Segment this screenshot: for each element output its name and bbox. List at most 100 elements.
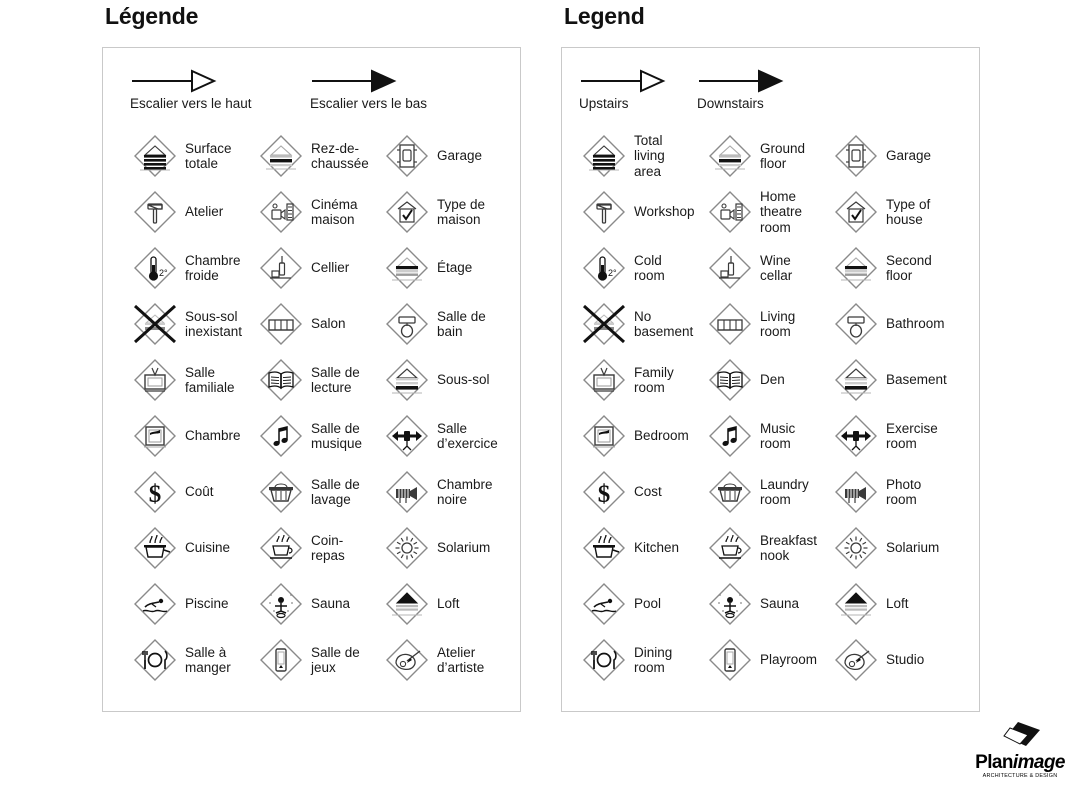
legend-item-label: Solarium (886, 540, 940, 556)
legend-item-label: Salle de lavage (311, 476, 360, 507)
stairs-label: Escalier vers le bas (310, 96, 428, 111)
living-room-sofa-icon (258, 301, 304, 347)
total-living-area-icon (132, 133, 178, 179)
legend-item-label: Cost (634, 484, 662, 500)
legend-item: Exercise room (833, 408, 973, 464)
legend-item: Bedroom (581, 408, 711, 464)
legend-item: Dining room (581, 632, 711, 688)
legend-item: $ Coût (132, 464, 262, 520)
stairs-label: Upstairs (579, 96, 629, 111)
cold-room-thermometer-icon: 2° (581, 245, 627, 291)
legend-item-label: Chambre froide (185, 252, 241, 283)
legend-item: Coin- repas (258, 520, 388, 576)
playroom-icon (707, 637, 753, 683)
legend-item: Piscine (132, 576, 262, 632)
legend-item-label: Total living area (634, 133, 665, 179)
legend-item-label: Second floor (886, 252, 932, 283)
arrow-outline-icon (579, 68, 669, 94)
legend-item: Loft (833, 576, 973, 632)
legend-item-label: Kitchen (634, 540, 680, 556)
legend-item: 2° Chambre froide (132, 240, 262, 296)
arrow-filled-icon (310, 68, 400, 94)
legend-item: Family room (581, 352, 711, 408)
breakfast-nook-cup-icon (707, 525, 753, 571)
legend-item: Garage (384, 128, 524, 184)
family-room-tv-icon (581, 357, 627, 403)
legend-item-label: Salle de jeux (311, 644, 360, 675)
legend-item-label: Ground floor (760, 140, 806, 171)
legend-item-label: Sauna (760, 596, 800, 612)
second-floor-icon (384, 245, 430, 291)
den-book-icon (258, 357, 304, 403)
legend-item-label: Chambre (185, 428, 241, 444)
legend-item-label: Salle familiale (185, 364, 235, 395)
solarium-sun-icon (833, 525, 879, 571)
cost-dollar-icon: $ (581, 469, 627, 515)
cost-dollar-icon: $ (132, 469, 178, 515)
legend-item-label: Exercise room (886, 420, 938, 451)
legend-item: Type de maison (384, 184, 524, 240)
legend-item: Sous-sol inexistant (132, 296, 262, 352)
svg-text:$: $ (149, 481, 162, 508)
workshop-hammer-icon (581, 189, 627, 235)
legend-item-label: Chambre noire (437, 476, 493, 507)
music-room-note-icon (258, 413, 304, 459)
legend-item: Sauna (707, 576, 837, 632)
legend-item-label: Étage (437, 260, 473, 276)
legend-item-label: Photo room (886, 476, 922, 507)
svg-text:$: $ (598, 481, 611, 508)
photo-room-camera-icon (833, 469, 879, 515)
arrow-filled-icon (697, 68, 787, 94)
panel-title-en: Legend (564, 3, 645, 29)
legend-item-label: Rez-de- chaussée (311, 140, 369, 171)
legend-item: Photo room (833, 464, 973, 520)
breakfast-nook-cup-icon (258, 525, 304, 571)
photo-room-camera-icon (384, 469, 430, 515)
bedroom-icon (132, 413, 178, 459)
solarium-sun-icon (384, 525, 430, 571)
logo-tagline: ARCHITECTURE & DESIGN (982, 773, 1058, 779)
legend-item-label: Atelier (185, 204, 224, 220)
stairs-up-fr: Escalier vers le haut (130, 68, 252, 111)
legend-item-label: Sous-sol inexistant (185, 308, 243, 339)
legend-item: Sauna (258, 576, 388, 632)
wine-cellar-icon (707, 245, 753, 291)
legend-item: Salle à manger (132, 632, 262, 688)
studio-palette-icon (833, 637, 879, 683)
legend-item-label: Wine cellar (760, 252, 793, 283)
planimage-logo: Planimage ARCHITECTURE & DESIGN (966, 718, 1074, 779)
legend-item-label: Sauna (311, 596, 351, 612)
no-basement-icon (132, 301, 178, 347)
legend-item: 2° Cold room (581, 240, 711, 296)
house-type-icon (384, 189, 430, 235)
legend-item: Studio (833, 632, 973, 688)
legend-item: Total living area (581, 128, 711, 184)
dining-room-cutlery-icon (581, 637, 627, 683)
legend-item: Atelier (132, 184, 262, 240)
home-theatre-icon (707, 189, 753, 235)
bedroom-icon (581, 413, 627, 459)
legend-item: Cellier (258, 240, 388, 296)
legend-item-label: No basement (634, 308, 694, 339)
legend-item: Salle de lecture (258, 352, 388, 408)
legend-item-label: Studio (886, 652, 925, 668)
workshop-hammer-icon (132, 189, 178, 235)
legend-item: Surface totale (132, 128, 262, 184)
legend-item: Salle de musique (258, 408, 388, 464)
legend-item: Salon (258, 296, 388, 352)
no-basement-icon (581, 301, 627, 347)
music-room-note-icon (707, 413, 753, 459)
logo-roof-icon (1003, 722, 1040, 746)
kitchen-pot-icon (132, 525, 178, 571)
legend-item: Salle familiale (132, 352, 262, 408)
legend-item: Ground floor (707, 128, 837, 184)
legend-item: Sous-sol (384, 352, 524, 408)
legend-item: Salle de jeux (258, 632, 388, 688)
ground-floor-icon (258, 133, 304, 179)
legend-item-label: Home theatre room (760, 189, 803, 235)
dining-room-cutlery-icon (132, 637, 178, 683)
sauna-icon (258, 581, 304, 627)
legend-item: Solarium (833, 520, 973, 576)
legend-item: Type of house (833, 184, 973, 240)
logo-word-image: image (1012, 752, 1066, 773)
